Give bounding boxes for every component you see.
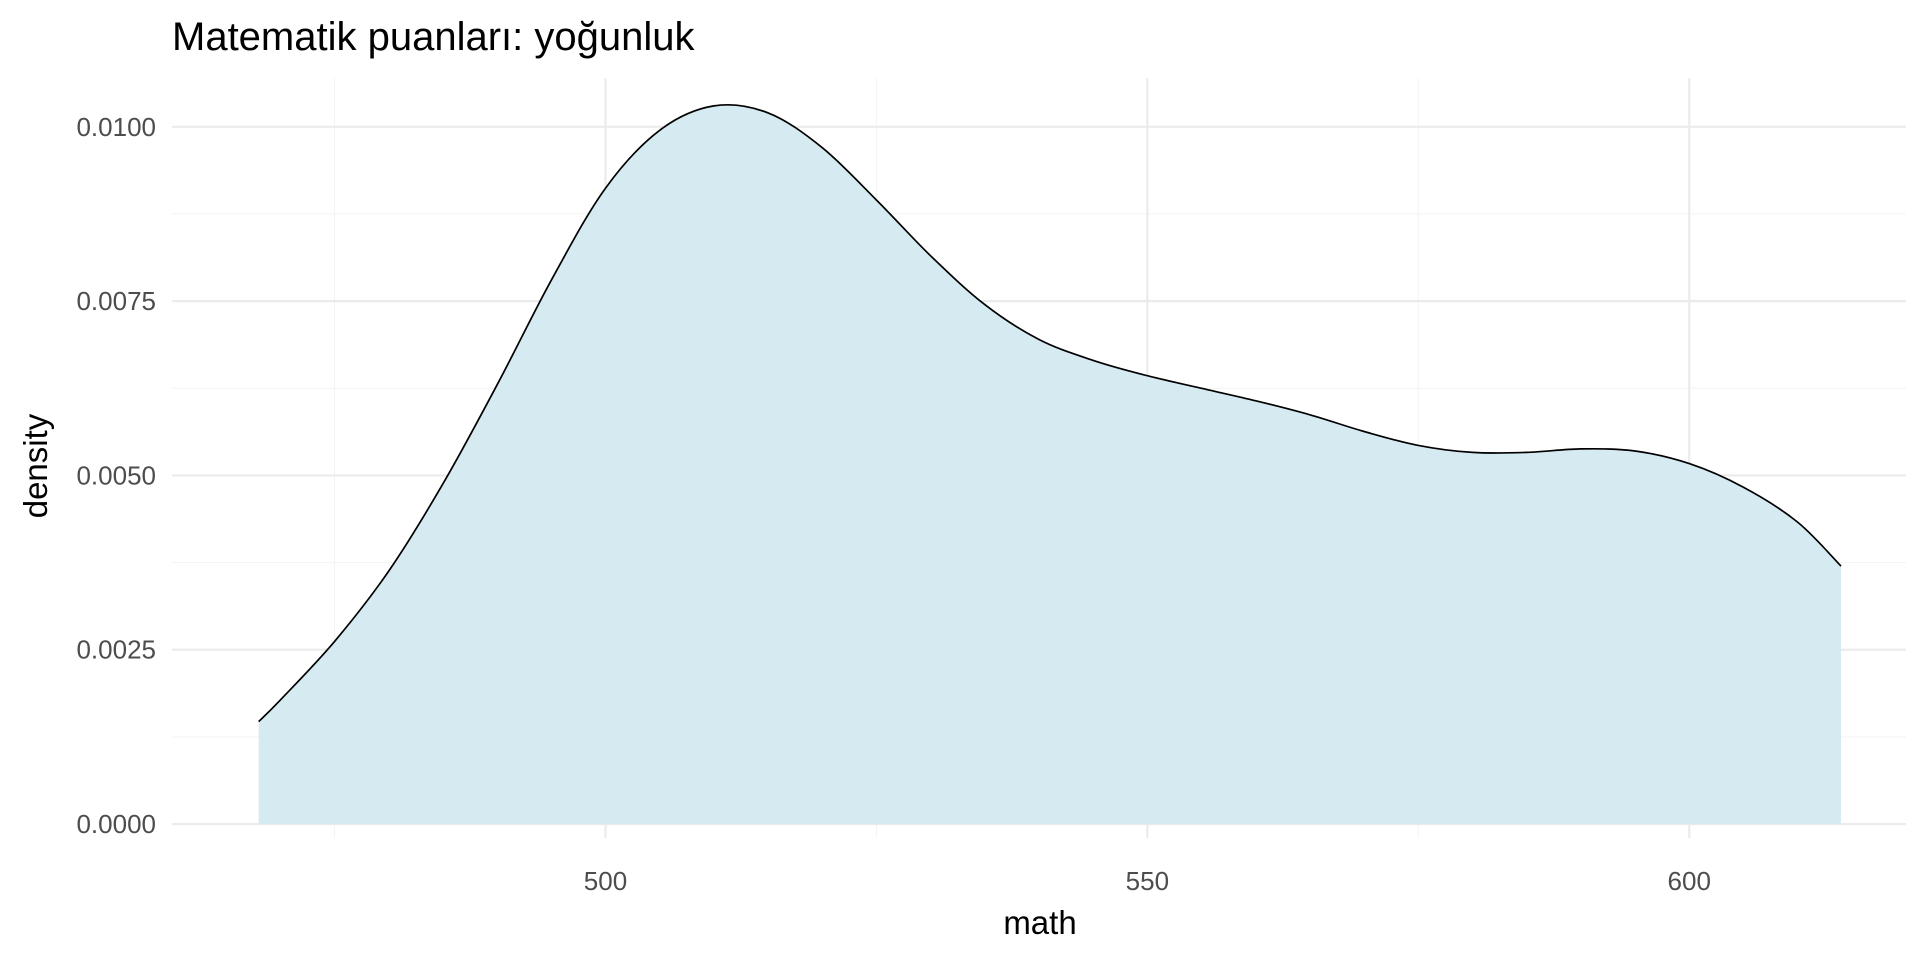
y-tick-label: 0.0000: [76, 809, 156, 839]
x-tick-label: 500: [584, 866, 627, 896]
y-axis-title: density: [17, 413, 54, 518]
y-axis-tick-labels: 0.0000 0.0025 0.0050 0.0075 0.0100: [76, 112, 156, 839]
chart-title: Matematik puanları: yoğunluk: [172, 15, 696, 59]
x-axis-tick-labels: 500 550 600: [584, 866, 1711, 896]
x-tick-label: 550: [1126, 866, 1169, 896]
x-tick-label: 600: [1668, 866, 1711, 896]
y-tick-label: 0.0100: [76, 112, 156, 142]
y-tick-label: 0.0075: [76, 286, 156, 316]
density-area: [258, 104, 1842, 825]
x-axis-title: math: [1003, 904, 1076, 941]
density-line: [258, 103, 1842, 723]
y-tick-label: 0.0050: [76, 460, 156, 490]
y-tick-label: 0.0025: [76, 635, 156, 665]
